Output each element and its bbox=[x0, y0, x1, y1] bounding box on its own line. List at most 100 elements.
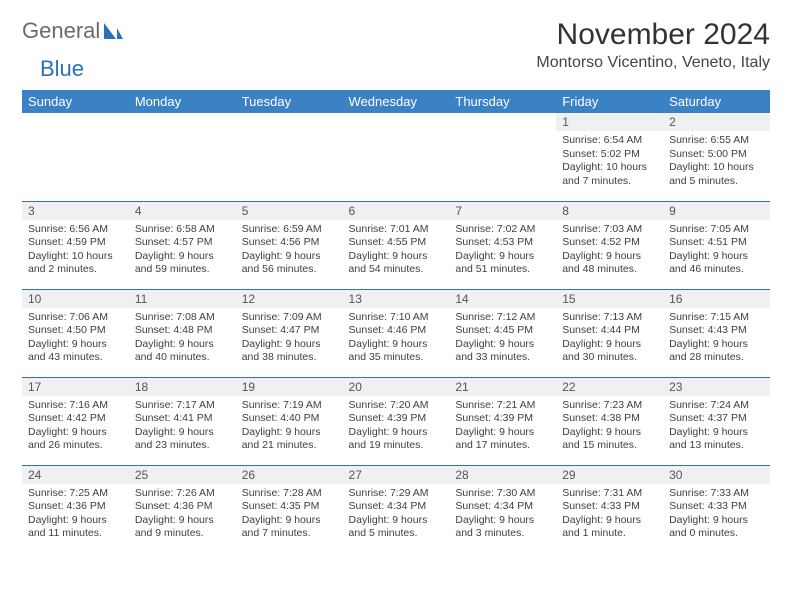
sunrise-text: Sunrise: 7:26 AM bbox=[135, 487, 230, 501]
day-body: Sunrise: 7:03 AMSunset: 4:52 PMDaylight:… bbox=[556, 220, 663, 282]
calendar-day-cell: 22Sunrise: 7:23 AMSunset: 4:38 PMDayligh… bbox=[556, 377, 663, 465]
month-title: November 2024 bbox=[536, 18, 770, 52]
daylight-text: Daylight: 9 hours and 48 minutes. bbox=[562, 250, 657, 277]
daylight-text: Daylight: 9 hours and 19 minutes. bbox=[349, 426, 444, 453]
day-body: Sunrise: 7:24 AMSunset: 4:37 PMDaylight:… bbox=[663, 396, 770, 458]
calendar-day-cell: 17Sunrise: 7:16 AMSunset: 4:42 PMDayligh… bbox=[22, 377, 129, 465]
daylight-text: Daylight: 10 hours and 5 minutes. bbox=[669, 161, 764, 188]
sunrise-text: Sunrise: 7:20 AM bbox=[349, 399, 444, 413]
calendar-day-cell: 20Sunrise: 7:20 AMSunset: 4:39 PMDayligh… bbox=[343, 377, 450, 465]
sunrise-text: Sunrise: 7:03 AM bbox=[562, 223, 657, 237]
day-number: 21 bbox=[449, 378, 556, 396]
sunset-text: Sunset: 4:39 PM bbox=[455, 412, 550, 426]
day-number: 3 bbox=[22, 202, 129, 220]
sunset-text: Sunset: 4:51 PM bbox=[669, 236, 764, 250]
sunset-text: Sunset: 4:50 PM bbox=[28, 324, 123, 338]
day-number: 5 bbox=[236, 202, 343, 220]
day-number: 8 bbox=[556, 202, 663, 220]
day-number: 2 bbox=[663, 113, 770, 131]
sunset-text: Sunset: 4:44 PM bbox=[562, 324, 657, 338]
calendar-day-cell: 4Sunrise: 6:58 AMSunset: 4:57 PMDaylight… bbox=[129, 201, 236, 289]
sail-icon bbox=[102, 21, 124, 41]
day-number: 26 bbox=[236, 466, 343, 484]
calendar-day-cell: 7Sunrise: 7:02 AMSunset: 4:53 PMDaylight… bbox=[449, 201, 556, 289]
sunrise-text: Sunrise: 7:09 AM bbox=[242, 311, 337, 325]
day-number: 4 bbox=[129, 202, 236, 220]
calendar-day-cell bbox=[449, 113, 556, 201]
day-body: Sunrise: 7:10 AMSunset: 4:46 PMDaylight:… bbox=[343, 308, 450, 370]
sunrise-text: Sunrise: 7:06 AM bbox=[28, 311, 123, 325]
day-number: 9 bbox=[663, 202, 770, 220]
sunset-text: Sunset: 4:36 PM bbox=[135, 500, 230, 514]
sunset-text: Sunset: 4:36 PM bbox=[28, 500, 123, 514]
day-number: 10 bbox=[22, 290, 129, 308]
daylight-text: Daylight: 9 hours and 59 minutes. bbox=[135, 250, 230, 277]
daylight-text: Daylight: 9 hours and 23 minutes. bbox=[135, 426, 230, 453]
calendar-day-cell: 1Sunrise: 6:54 AMSunset: 5:02 PMDaylight… bbox=[556, 113, 663, 201]
brand-part1: General bbox=[22, 18, 100, 44]
calendar-day-cell bbox=[343, 113, 450, 201]
calendar-week-row: 1Sunrise: 6:54 AMSunset: 5:02 PMDaylight… bbox=[22, 113, 770, 201]
daylight-text: Daylight: 9 hours and 5 minutes. bbox=[349, 514, 444, 541]
weekday-header: Thursday bbox=[449, 90, 556, 113]
calendar-day-cell: 24Sunrise: 7:25 AMSunset: 4:36 PMDayligh… bbox=[22, 465, 129, 553]
day-number: 13 bbox=[343, 290, 450, 308]
sunset-text: Sunset: 4:56 PM bbox=[242, 236, 337, 250]
weekday-header: Tuesday bbox=[236, 90, 343, 113]
day-number: 7 bbox=[449, 202, 556, 220]
calendar-day-cell: 30Sunrise: 7:33 AMSunset: 4:33 PMDayligh… bbox=[663, 465, 770, 553]
day-body: Sunrise: 6:58 AMSunset: 4:57 PMDaylight:… bbox=[129, 220, 236, 282]
calendar-day-cell: 13Sunrise: 7:10 AMSunset: 4:46 PMDayligh… bbox=[343, 289, 450, 377]
day-body: Sunrise: 7:26 AMSunset: 4:36 PMDaylight:… bbox=[129, 484, 236, 546]
day-number: 15 bbox=[556, 290, 663, 308]
brand-logo: General bbox=[22, 18, 124, 44]
day-body: Sunrise: 6:59 AMSunset: 4:56 PMDaylight:… bbox=[236, 220, 343, 282]
calendar-day-cell: 10Sunrise: 7:06 AMSunset: 4:50 PMDayligh… bbox=[22, 289, 129, 377]
day-number: 22 bbox=[556, 378, 663, 396]
day-number: 28 bbox=[449, 466, 556, 484]
calendar-table: Sunday Monday Tuesday Wednesday Thursday… bbox=[22, 90, 770, 553]
sunrise-text: Sunrise: 7:13 AM bbox=[562, 311, 657, 325]
sunset-text: Sunset: 4:40 PM bbox=[242, 412, 337, 426]
day-number: 24 bbox=[22, 466, 129, 484]
sunset-text: Sunset: 4:39 PM bbox=[349, 412, 444, 426]
sunrise-text: Sunrise: 7:17 AM bbox=[135, 399, 230, 413]
sunrise-text: Sunrise: 7:31 AM bbox=[562, 487, 657, 501]
daylight-text: Daylight: 9 hours and 1 minute. bbox=[562, 514, 657, 541]
sunset-text: Sunset: 4:48 PM bbox=[135, 324, 230, 338]
calendar-day-cell: 2Sunrise: 6:55 AMSunset: 5:00 PMDaylight… bbox=[663, 113, 770, 201]
daylight-text: Daylight: 10 hours and 2 minutes. bbox=[28, 250, 123, 277]
calendar-day-cell: 11Sunrise: 7:08 AMSunset: 4:48 PMDayligh… bbox=[129, 289, 236, 377]
sunrise-text: Sunrise: 6:58 AM bbox=[135, 223, 230, 237]
day-body: Sunrise: 7:20 AMSunset: 4:39 PMDaylight:… bbox=[343, 396, 450, 458]
weekday-header: Friday bbox=[556, 90, 663, 113]
calendar-day-cell: 16Sunrise: 7:15 AMSunset: 4:43 PMDayligh… bbox=[663, 289, 770, 377]
sunrise-text: Sunrise: 7:19 AM bbox=[242, 399, 337, 413]
weekday-header: Wednesday bbox=[343, 90, 450, 113]
day-body: Sunrise: 7:12 AMSunset: 4:45 PMDaylight:… bbox=[449, 308, 556, 370]
weekday-header: Monday bbox=[129, 90, 236, 113]
sunrise-text: Sunrise: 7:08 AM bbox=[135, 311, 230, 325]
sunset-text: Sunset: 4:46 PM bbox=[349, 324, 444, 338]
calendar-day-cell bbox=[129, 113, 236, 201]
day-body: Sunrise: 7:30 AMSunset: 4:34 PMDaylight:… bbox=[449, 484, 556, 546]
daylight-text: Daylight: 9 hours and 3 minutes. bbox=[455, 514, 550, 541]
sunset-text: Sunset: 4:34 PM bbox=[455, 500, 550, 514]
sunrise-text: Sunrise: 7:01 AM bbox=[349, 223, 444, 237]
day-number: 20 bbox=[343, 378, 450, 396]
day-body: Sunrise: 7:01 AMSunset: 4:55 PMDaylight:… bbox=[343, 220, 450, 282]
calendar-day-cell: 14Sunrise: 7:12 AMSunset: 4:45 PMDayligh… bbox=[449, 289, 556, 377]
sunset-text: Sunset: 4:55 PM bbox=[349, 236, 444, 250]
day-body: Sunrise: 7:13 AMSunset: 4:44 PMDaylight:… bbox=[556, 308, 663, 370]
day-number: 30 bbox=[663, 466, 770, 484]
daylight-text: Daylight: 9 hours and 0 minutes. bbox=[669, 514, 764, 541]
day-body: Sunrise: 7:33 AMSunset: 4:33 PMDaylight:… bbox=[663, 484, 770, 546]
sunrise-text: Sunrise: 7:28 AM bbox=[242, 487, 337, 501]
weekday-header-row: Sunday Monday Tuesday Wednesday Thursday… bbox=[22, 90, 770, 113]
day-body: Sunrise: 7:09 AMSunset: 4:47 PMDaylight:… bbox=[236, 308, 343, 370]
daylight-text: Daylight: 9 hours and 15 minutes. bbox=[562, 426, 657, 453]
calendar-day-cell: 21Sunrise: 7:21 AMSunset: 4:39 PMDayligh… bbox=[449, 377, 556, 465]
day-body: Sunrise: 7:23 AMSunset: 4:38 PMDaylight:… bbox=[556, 396, 663, 458]
calendar-day-cell: 19Sunrise: 7:19 AMSunset: 4:40 PMDayligh… bbox=[236, 377, 343, 465]
day-number: 23 bbox=[663, 378, 770, 396]
